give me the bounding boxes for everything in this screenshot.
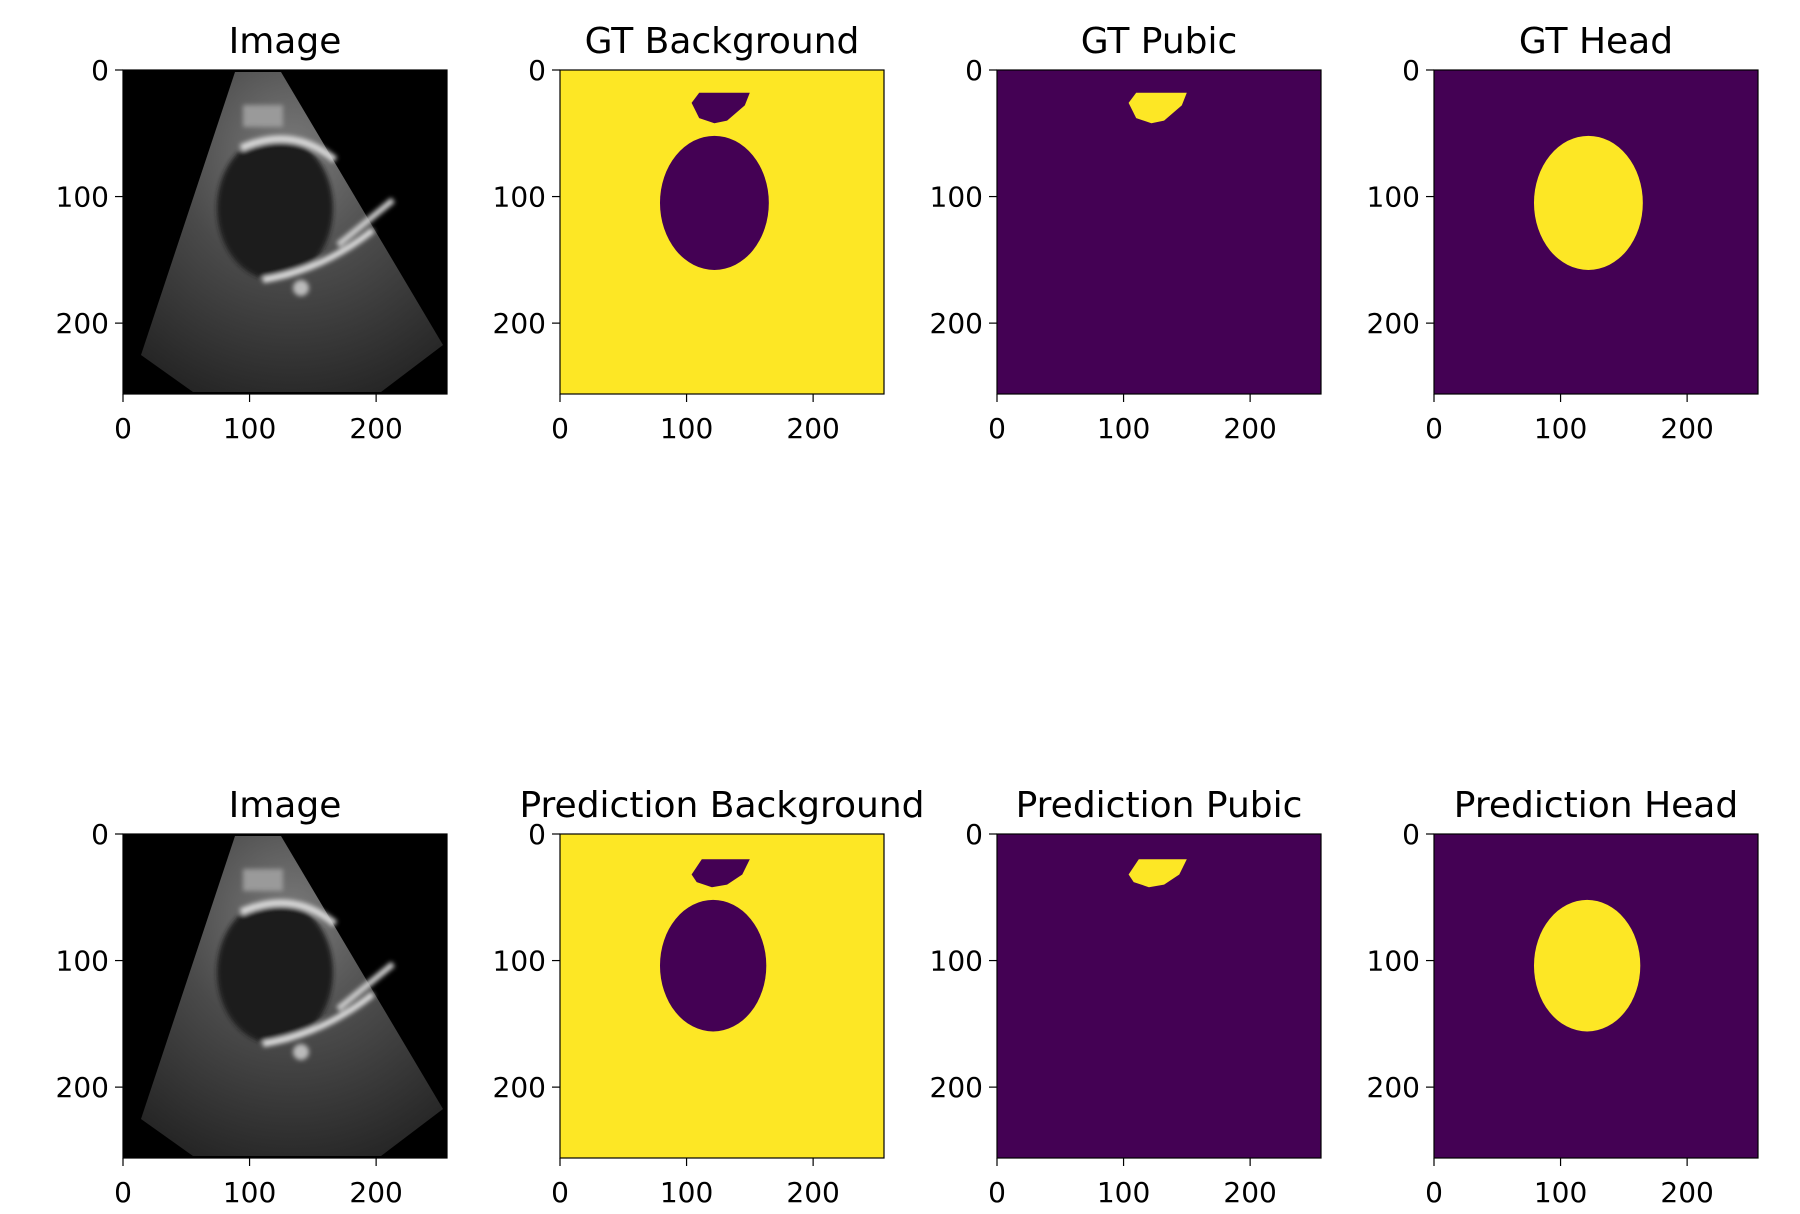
x-tick-label: 200 — [1223, 412, 1276, 445]
x-tick-label: 100 — [1534, 1176, 1587, 1209]
bright-spot — [293, 280, 309, 296]
subplot-3: GT Pubic 0 100 200 0 100 200 — [930, 21, 1322, 445]
pubic-region — [1128, 92, 1187, 124]
y-tick-label: 100 — [930, 945, 983, 978]
subplot-4: GT Head 0 100 200 0 100 200 — [1367, 21, 1759, 445]
ultrasound-structures — [217, 869, 395, 1060]
y-tick-label: 100 — [56, 945, 109, 978]
subplot-8: Prediction Head 0 100 200 0 100 200 — [1367, 785, 1759, 1209]
y-tick-label: 200 — [930, 307, 983, 340]
y-tick-label: 0 — [528, 818, 546, 851]
x-tick-label: 0 — [551, 1176, 569, 1209]
y-tick-label: 100 — [493, 181, 546, 214]
bright-echo — [239, 899, 338, 927]
y-tick-label: 100 — [56, 181, 109, 214]
mask-background — [997, 834, 1321, 1158]
subplot-1: Image 0 100 200 0 100 200 — [56, 21, 448, 445]
x-tick-label: 0 — [114, 412, 132, 445]
y-tick-label: 0 — [965, 54, 983, 87]
pubic-region — [691, 92, 750, 124]
pubic-echo — [243, 869, 283, 891]
y-tick-label: 200 — [1367, 307, 1420, 340]
y-tick-label: 0 — [91, 818, 109, 851]
y-tick-label: 200 — [1367, 1071, 1420, 1104]
x-tick-label: 200 — [786, 412, 839, 445]
y-tick-label: 200 — [493, 307, 546, 340]
y-tick-label: 0 — [1402, 54, 1420, 87]
subplot-2: GT Background 0 100 200 0 100 200 — [493, 21, 885, 445]
y-tick-label: 200 — [56, 1071, 109, 1104]
x-tick-label: 100 — [660, 1176, 713, 1209]
axes-frame — [122, 69, 448, 395]
subplot-5: Image 0 100 200 0 100 200 — [56, 785, 448, 1209]
y-tick-label: 100 — [493, 945, 546, 978]
x-tick-label: 100 — [223, 1176, 276, 1209]
axes-frame — [1433, 69, 1759, 395]
x-tick-label: 0 — [988, 412, 1006, 445]
fetal-head-region — [217, 136, 333, 280]
x-tick-label: 100 — [223, 412, 276, 445]
x-tick-label: 200 — [1660, 412, 1713, 445]
x-tick-label: 200 — [349, 412, 402, 445]
subplot-title: Prediction Pubic — [1016, 785, 1303, 826]
pubic-region — [1128, 859, 1187, 888]
axes-frame — [996, 69, 1322, 395]
head-region — [1533, 899, 1641, 1032]
x-tick-label: 100 — [1097, 1176, 1150, 1209]
y-tick-label: 200 — [56, 307, 109, 340]
y-tick-label: 100 — [1367, 181, 1420, 214]
subplot-title: Image — [229, 21, 342, 62]
bright-echo — [262, 227, 375, 283]
x-tick-label: 200 — [1660, 1176, 1713, 1209]
pubic-echo — [243, 105, 283, 127]
bright-spot — [293, 1044, 309, 1060]
axes-frame — [122, 833, 448, 1159]
x-tick-label: 100 — [660, 412, 713, 445]
y-tick-label: 0 — [91, 54, 109, 87]
y-tick-label: 100 — [1367, 945, 1420, 978]
x-tick-label: 0 — [1425, 1176, 1443, 1209]
y-tick-label: 200 — [493, 1071, 546, 1104]
y-tick-label: 0 — [528, 54, 546, 87]
axes-frame — [996, 833, 1322, 1159]
y-tick-label: 0 — [1402, 818, 1420, 851]
ultrasound-structures — [217, 105, 395, 296]
bright-echo — [262, 991, 375, 1047]
bright-echo — [336, 961, 395, 1012]
bright-echo — [336, 197, 395, 248]
mask-background — [997, 70, 1321, 394]
head-region — [1533, 135, 1643, 270]
x-tick-label: 0 — [988, 1176, 1006, 1209]
y-tick-label: 200 — [930, 1071, 983, 1104]
fetal-head-region — [217, 900, 333, 1044]
x-tick-label: 0 — [1425, 412, 1443, 445]
y-tick-label: 100 — [930, 181, 983, 214]
bright-echo — [239, 135, 338, 163]
subplot-title: Image — [229, 785, 342, 826]
subplot-title: Prediction Head — [1454, 785, 1738, 826]
subplot-title: Prediction Background — [519, 785, 924, 826]
x-tick-label: 100 — [1097, 412, 1150, 445]
subplot-title: GT Background — [585, 21, 860, 62]
y-tick-label: 0 — [965, 818, 983, 851]
x-tick-label: 200 — [786, 1176, 839, 1209]
x-tick-label: 0 — [114, 1176, 132, 1209]
head-region — [659, 899, 767, 1032]
axes-frame — [559, 69, 885, 395]
x-tick-label: 200 — [1223, 1176, 1276, 1209]
subplot-7: Prediction Pubic 0 100 200 0 100 200 — [930, 785, 1322, 1209]
x-tick-label: 200 — [349, 1176, 402, 1209]
x-tick-label: 0 — [551, 412, 569, 445]
head-region — [659, 135, 769, 270]
subplot-title: GT Head — [1519, 21, 1673, 62]
x-tick-label: 100 — [1534, 412, 1587, 445]
axes-frame — [559, 833, 885, 1159]
axes-frame — [1433, 833, 1759, 1159]
pubic-region — [691, 859, 750, 888]
subplot-title: GT Pubic — [1081, 21, 1238, 62]
